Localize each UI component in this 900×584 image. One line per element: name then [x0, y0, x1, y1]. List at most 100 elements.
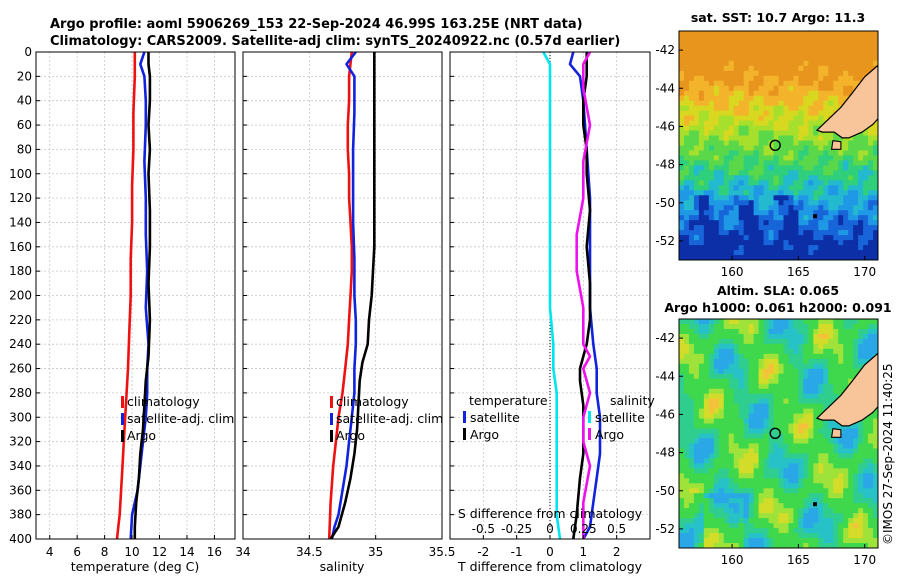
- raster-cell: [758, 448, 764, 454]
- raster-cell: [783, 523, 789, 529]
- raster-cell: [733, 135, 740, 141]
- raster-cell: [848, 493, 854, 499]
- raster-cell: [798, 205, 804, 211]
- raster-cell: [808, 408, 814, 414]
- raster-cell: [693, 190, 700, 196]
- raster-cell: [703, 323, 710, 330]
- raster-cell: [708, 358, 715, 365]
- raster-cell: [773, 373, 779, 380]
- raster-cell: [679, 40, 685, 47]
- raster-cell: [748, 75, 755, 82]
- raster-cell: [723, 120, 730, 126]
- raster-cell: [858, 210, 864, 216]
- raster-cell: [763, 373, 769, 380]
- raster-cell: [793, 215, 799, 221]
- raster-cell: [713, 533, 720, 539]
- raster-cell: [843, 383, 849, 390]
- raster-cell: [763, 533, 769, 539]
- raster-cell: [768, 373, 774, 380]
- raster-cell: [733, 478, 740, 484]
- raster-cell: [688, 155, 695, 161]
- raster-cell: [698, 35, 705, 42]
- raster-cell: [713, 333, 720, 340]
- raster-cell: [773, 150, 779, 156]
- legend-t-satellite: satellite: [470, 410, 520, 425]
- raster-cell: [758, 105, 764, 112]
- raster-cell: [808, 110, 814, 117]
- raster-cell: [738, 220, 745, 226]
- raster-cell: [813, 348, 819, 355]
- raster-cell: [773, 533, 779, 539]
- raster-cell: [693, 383, 700, 390]
- raster-cell: [768, 408, 774, 414]
- raster-cell: [778, 528, 784, 534]
- raster-cell: [813, 338, 819, 345]
- raster-cell: [868, 433, 874, 439]
- raster-cell: [818, 130, 824, 136]
- series-line-salinity-argo: [575, 52, 592, 539]
- raster-cell: [679, 50, 685, 57]
- raster-cell: [763, 323, 769, 330]
- raster-cell: [873, 135, 878, 141]
- raster-cell: [828, 378, 834, 385]
- raster-cell: [713, 35, 720, 42]
- raster-cell: [743, 60, 750, 67]
- raster-cell: [793, 373, 799, 380]
- raster-cell: [679, 225, 685, 231]
- raster-cell: [758, 418, 764, 424]
- raster-cell: [803, 373, 809, 380]
- raster-cell: [858, 175, 864, 181]
- raster-cell: [818, 323, 824, 330]
- raster-cell: [723, 130, 730, 136]
- raster-cell: [868, 508, 874, 514]
- raster-cell: [698, 185, 705, 191]
- y-tick-label: 300: [9, 410, 32, 424]
- raster-cell: [683, 423, 690, 429]
- raster-cell: [833, 333, 839, 340]
- raster-cell: [679, 368, 685, 375]
- raster-cell: [848, 240, 854, 246]
- raster-cell: [713, 388, 720, 395]
- raster-cell: [748, 418, 755, 424]
- raster-cell: [728, 145, 735, 151]
- raster-cell: [873, 165, 878, 171]
- raster-cell: [838, 180, 844, 186]
- raster-cell: [743, 363, 750, 370]
- raster-cell: [858, 363, 864, 370]
- raster-cell: [733, 353, 740, 360]
- raster-cell: [778, 443, 784, 449]
- raster-cell: [818, 150, 824, 156]
- raster-cell: [728, 110, 735, 117]
- raster-cell: [723, 250, 730, 256]
- raster-cell: [679, 468, 685, 474]
- raster-cell: [733, 240, 740, 246]
- raster-cell: [768, 333, 774, 340]
- raster-cell: [873, 413, 878, 419]
- raster-cell: [863, 543, 869, 548]
- y-tick-label: 0: [24, 45, 32, 59]
- raster-cell: [723, 433, 730, 439]
- raster-cell: [763, 328, 769, 335]
- raster-cell: [818, 135, 824, 141]
- raster-cell: [798, 195, 804, 201]
- raster-cell: [688, 175, 695, 181]
- raster-cell: [863, 190, 869, 196]
- raster-cell: [768, 31, 774, 37]
- raster-cell: [793, 180, 799, 186]
- raster-cell: [748, 543, 755, 548]
- raster-cell: [838, 75, 844, 82]
- raster-cell: [758, 40, 764, 47]
- raster-cell: [723, 498, 730, 504]
- raster-cell: [788, 533, 794, 539]
- raster-cell: [813, 120, 819, 126]
- raster-cell: [763, 125, 769, 131]
- raster-cell: [763, 130, 769, 136]
- raster-cell: [778, 50, 784, 57]
- raster-cell: [783, 40, 789, 47]
- raster-cell: [683, 323, 690, 330]
- raster-cell: [708, 453, 715, 459]
- raster-cell: [738, 50, 745, 57]
- raster-cell: [788, 255, 794, 260]
- raster-cell: [703, 255, 710, 260]
- raster-cell: [763, 448, 769, 454]
